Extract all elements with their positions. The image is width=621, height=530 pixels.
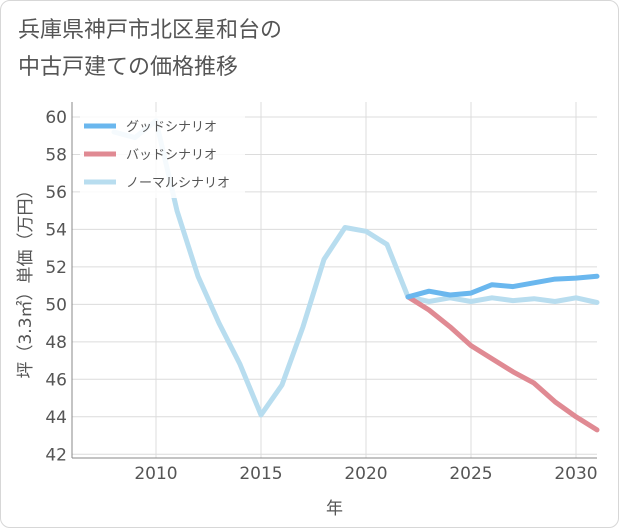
x-tick-label: 2030 [554, 464, 597, 484]
x-tick-label: 2015 [239, 464, 282, 484]
x-axis-label: 年 [326, 499, 343, 519]
y-tick-label: 42 [45, 445, 67, 465]
y-tick-label: 46 [45, 370, 67, 390]
title-line-1: 兵庫県神戸市北区星和台の [18, 18, 283, 43]
x-tick-label: 2020 [344, 464, 387, 484]
series-lines [111, 118, 600, 433]
legend-label: ノーマルシナリオ [126, 176, 230, 191]
series-line-good [405, 273, 600, 300]
legend-label: バッドシナリオ [126, 148, 217, 163]
chart-title: 兵庫県神戸市北区星和台の 中古戸建ての価格推移 [18, 12, 438, 86]
y-tick-label: 48 [45, 333, 67, 353]
y-tick-label: 60 [45, 108, 67, 128]
y-tick-label: 44 [45, 408, 67, 428]
y-tick-label: 50 [45, 295, 67, 315]
x-tick-labels: 2010 2015 2020 2025 2030 [134, 464, 597, 484]
legend-label: グッドシナリオ [126, 120, 217, 135]
y-axis-label: 坪（3.3㎡）単価（万円） [16, 181, 36, 378]
y-tick-label: 52 [45, 258, 67, 278]
x-tick-label: 2025 [449, 464, 492, 484]
series-line-bad [405, 294, 600, 433]
series-line-normal [111, 118, 600, 418]
x-tick-label: 2010 [134, 464, 177, 484]
title-line-2: 中古戸建ての価格推移 [18, 55, 239, 80]
y-tick-label: 54 [45, 220, 67, 240]
y-tick-label: 56 [45, 183, 67, 203]
y-tick-labels: 42 44 46 48 50 52 54 56 58 60 [45, 108, 67, 465]
y-tick-label: 58 [45, 145, 67, 165]
